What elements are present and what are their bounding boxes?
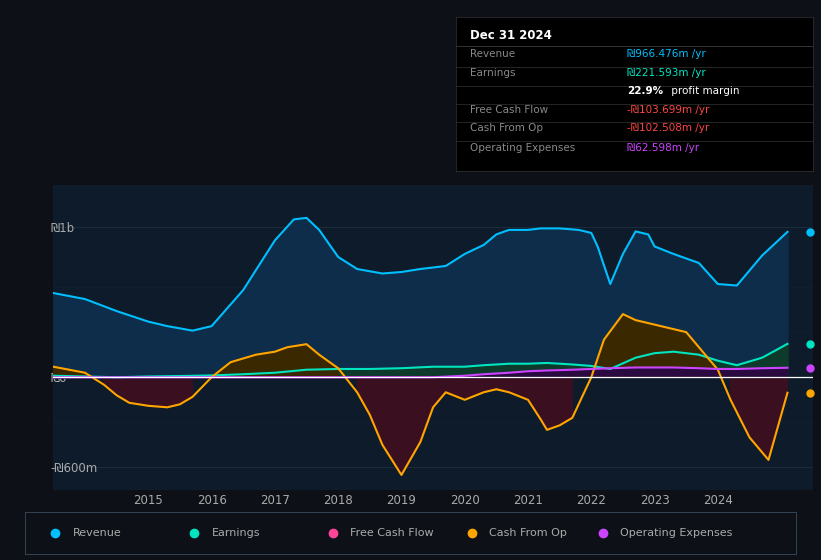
Text: Cash From Op: Cash From Op — [489, 529, 567, 538]
Text: Revenue: Revenue — [72, 529, 122, 538]
Text: -₪103.699m /yr: -₪103.699m /yr — [627, 105, 709, 115]
Text: Cash From Op: Cash From Op — [470, 123, 543, 133]
Text: 22.9%: 22.9% — [627, 86, 663, 96]
Text: Earnings: Earnings — [211, 529, 260, 538]
Text: Free Cash Flow: Free Cash Flow — [351, 529, 434, 538]
Text: ₪221.593m /yr: ₪221.593m /yr — [627, 68, 706, 78]
Text: Free Cash Flow: Free Cash Flow — [470, 105, 548, 115]
Text: ₪966.476m /yr: ₪966.476m /yr — [627, 49, 706, 59]
Text: ₪62.598m /yr: ₪62.598m /yr — [627, 143, 699, 153]
Text: Revenue: Revenue — [470, 49, 515, 59]
Text: Operating Expenses: Operating Expenses — [470, 143, 576, 153]
Text: profit margin: profit margin — [668, 86, 740, 96]
Text: Earnings: Earnings — [470, 68, 516, 78]
Text: -₪102.508m /yr: -₪102.508m /yr — [627, 123, 709, 133]
Text: Dec 31 2024: Dec 31 2024 — [470, 29, 552, 42]
Text: Operating Expenses: Operating Expenses — [621, 529, 733, 538]
